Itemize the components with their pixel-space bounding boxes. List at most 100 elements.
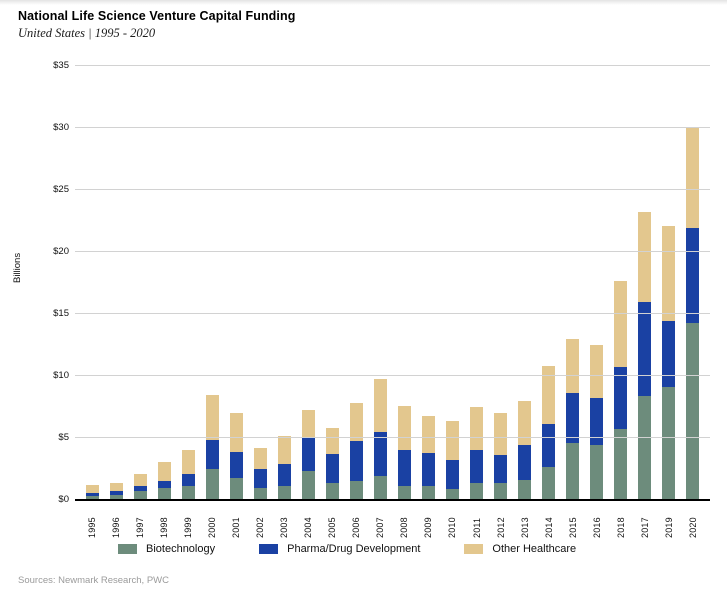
segment-biotechnology [325,482,339,500]
segment-other-healthcare [325,428,339,455]
bar-2019 [662,225,676,500]
segment-other-healthcare [662,225,676,322]
x-tick-label: 2020 [687,517,698,538]
legend-label: Pharma/Drug Development [287,543,421,555]
segment-pharma-drug-development [253,469,267,488]
x-tick-cell: 1999 [182,504,195,538]
gridline-15 [75,313,710,314]
bar-1999 [181,450,195,500]
segment-biotechnology [349,481,363,500]
segment-biotechnology [638,395,652,500]
segment-pharma-drug-development [638,301,652,396]
segment-other-healthcare [253,447,267,470]
x-tick-cell: 2009 [422,504,435,538]
x-tick-label: 1996 [111,517,122,538]
segment-biotechnology [373,476,387,500]
y-axis-label: Billions [12,252,23,283]
x-tick-cell: 2015 [566,504,579,538]
bar-2008 [397,405,411,500]
legend-item-biotechnology: Biotechnology [118,543,215,555]
bar-2012 [494,413,508,500]
x-tick-label: 1999 [183,517,194,538]
segment-pharma-drug-development [686,228,700,323]
segment-pharma-drug-development [133,486,147,492]
bar-1998 [157,461,171,500]
segment-biotechnology [253,487,267,500]
segment-other-healthcare [614,280,628,368]
segment-other-healthcare [686,128,700,229]
x-tick-cell: 2004 [302,504,315,538]
segment-other-healthcare [638,212,652,302]
gridline-25 [75,189,710,190]
x-tick-cell: 2016 [590,504,603,538]
bar-2020 [686,128,700,500]
page-subtitle: United States | 1995 - 2020 [18,26,156,40]
segment-other-healthcare [85,485,99,493]
x-tick-cell: 2007 [374,504,387,538]
segment-pharma-drug-development [470,450,484,483]
segment-biotechnology [229,477,243,500]
segment-biotechnology [421,486,435,500]
segment-other-healthcare [421,415,435,453]
x-tick-cell: 2000 [206,504,219,538]
gridline-35 [75,65,710,66]
y-tick-label: $5 [58,432,69,443]
gridline-5 [75,437,710,438]
x-tick-cell: 1998 [158,504,171,538]
segment-other-healthcare [133,473,147,487]
segment-pharma-drug-development [109,491,123,496]
x-tick-label: 2013 [519,517,530,538]
bar-1995 [85,485,99,500]
bar-2004 [301,409,315,500]
bar-2006 [349,403,363,500]
segment-biotechnology [686,322,700,500]
segment-other-healthcare [470,407,484,451]
x-tick-cell: 2020 [686,504,699,538]
gridline-10 [75,375,710,376]
segment-pharma-drug-development [494,455,508,483]
x-tick-cell: 2006 [350,504,363,538]
segment-other-healthcare [397,405,411,451]
segment-other-healthcare [494,413,508,456]
gridline-20 [75,251,710,252]
segment-pharma-drug-development [614,367,628,430]
y-tick-label: $15 [53,308,69,319]
segment-pharma-drug-development [205,440,219,469]
x-tick-cell: 2014 [542,504,555,538]
bar-1996 [109,482,123,500]
x-tick-cell: 1995 [86,504,99,538]
segment-biotechnology [181,486,195,500]
gridline-30 [75,127,710,128]
x-tick-label: 2018 [615,517,626,538]
segment-other-healthcare [566,338,580,394]
x-tick-label: 2016 [591,517,602,538]
chart-legend: Biotechnology Pharma/Drug Development Othe… [118,543,576,555]
x-axis-line [75,499,710,501]
x-tick-cell: 2001 [230,504,243,538]
x-tick-label: 2017 [639,517,650,538]
x-tick-label: 2002 [255,517,266,538]
x-tick-cell: 2005 [326,504,339,538]
segment-biotechnology [85,496,99,500]
x-tick-cell: 2018 [614,504,627,538]
segment-pharma-drug-development [349,440,363,482]
x-tick-label: 2001 [231,517,242,538]
segment-biotechnology [614,429,628,500]
segment-other-healthcare [229,413,243,452]
x-tick-label: 2012 [495,517,506,538]
bar-2016 [590,345,604,500]
x-tick-label: 2005 [327,517,338,538]
bar-2010 [445,420,459,500]
segment-biotechnology [590,445,604,500]
segment-pharma-drug-development [397,450,411,487]
y-tick-label: $35 [53,60,69,71]
x-tick-label: 2007 [375,517,386,538]
x-tick-cell: 2019 [662,504,675,538]
x-axis-labels: 1995 1996 1997 1998 1999 2000 2001 2002 2003 2004… [75,504,710,538]
y-tick-label: $30 [53,122,69,133]
segment-biotechnology [301,471,315,500]
segment-biotechnology [205,469,219,500]
bar-2013 [518,400,532,500]
x-tick-cell: 2010 [446,504,459,538]
segment-other-healthcare [181,450,195,474]
